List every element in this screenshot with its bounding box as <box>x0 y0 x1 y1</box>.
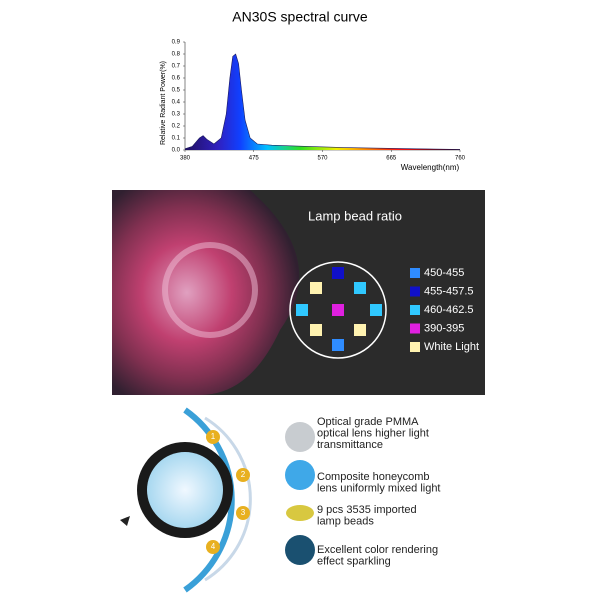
badge <box>236 506 250 520</box>
legend-label: 460-462.5 <box>424 304 474 316</box>
feature-text: lamp beads <box>317 515 374 527</box>
legend-label: 455-457.5 <box>424 285 474 297</box>
feature-text: Excellent color rendering <box>317 544 438 556</box>
y-tick-label: 0.7 <box>172 64 181 70</box>
icon <box>285 535 315 565</box>
spectral-chart: AN30S spectral curve Relative Radiant Po… <box>160 9 466 172</box>
y-tick-label: 0.2 <box>172 124 181 130</box>
legend-swatch <box>410 342 420 352</box>
x-tick-label: 380 <box>180 156 191 162</box>
y-tick-label: 0.3 <box>172 112 181 118</box>
badge <box>206 430 220 444</box>
bead-circle <box>289 261 387 359</box>
y-tick-label: 0.0 <box>172 148 181 154</box>
bead <box>354 324 366 336</box>
x-tick-label: 475 <box>249 156 260 162</box>
bead <box>310 282 322 294</box>
panel-title: Lamp bead ratio <box>308 208 402 223</box>
badge <box>236 468 250 482</box>
bead <box>332 304 344 316</box>
icon <box>286 505 314 521</box>
legend-swatch <box>410 305 420 315</box>
legend-swatch <box>410 286 420 297</box>
y-axis-label: Relative Radiant Power(%) <box>160 61 167 145</box>
y-tick-label: 0.4 <box>172 100 181 106</box>
feature-text: transmittance <box>317 439 383 451</box>
feature-text: effect sparkling <box>317 555 391 567</box>
legend-swatch <box>410 268 420 278</box>
badge <box>206 540 220 554</box>
badge-number: 4 <box>211 542 216 551</box>
spectrum-area <box>185 54 460 150</box>
debris <box>120 516 130 526</box>
feature-text: lens uniformly mixed light <box>317 482 441 494</box>
spectrum-line <box>184 53 461 150</box>
y-tick-label: 0.6 <box>172 76 181 82</box>
bead <box>370 304 382 316</box>
x-tick-label: 570 <box>317 156 328 162</box>
y-tick-label: 0.9 <box>172 40 181 46</box>
lamp-lens <box>147 452 223 528</box>
badge-number: 2 <box>241 470 246 479</box>
x-tick-label: 760 <box>455 156 466 162</box>
legend-label: 390-395 <box>424 322 464 334</box>
feature-text: 9 pcs 3535 imported <box>317 504 417 516</box>
bead <box>354 282 366 294</box>
icon <box>285 460 315 490</box>
coral-detail <box>162 242 258 338</box>
x-axis-label: Wavelength(nm) <box>401 163 460 172</box>
y-tick-label: 0.5 <box>172 88 181 94</box>
chart-title: AN30S spectral curve <box>232 9 368 25</box>
feature-text: Optical grade PMMA <box>317 416 419 428</box>
arc <box>204 416 252 582</box>
bead-section: Lamp bead ratio 450-455 455-457.5 460-462.… <box>112 190 485 395</box>
y-tick-label: 0.8 <box>172 52 181 58</box>
bead <box>296 304 308 316</box>
legend-label: 450-455 <box>424 267 464 279</box>
bead <box>332 267 344 279</box>
icon <box>285 422 315 452</box>
x-tick-label: 665 <box>386 156 397 162</box>
legend-label: White Light <box>424 341 479 353</box>
coral-photo <box>112 190 300 395</box>
badge-number: 3 <box>241 508 246 517</box>
legend-swatch <box>410 323 420 334</box>
y-tick-label: 0.1 <box>172 136 181 142</box>
feature-text: Composite honeycomb <box>317 471 430 483</box>
feature-text: optical lens higher light <box>317 427 429 439</box>
badge-number: 1 <box>211 432 216 441</box>
bead <box>310 324 322 336</box>
bead <box>332 339 344 351</box>
